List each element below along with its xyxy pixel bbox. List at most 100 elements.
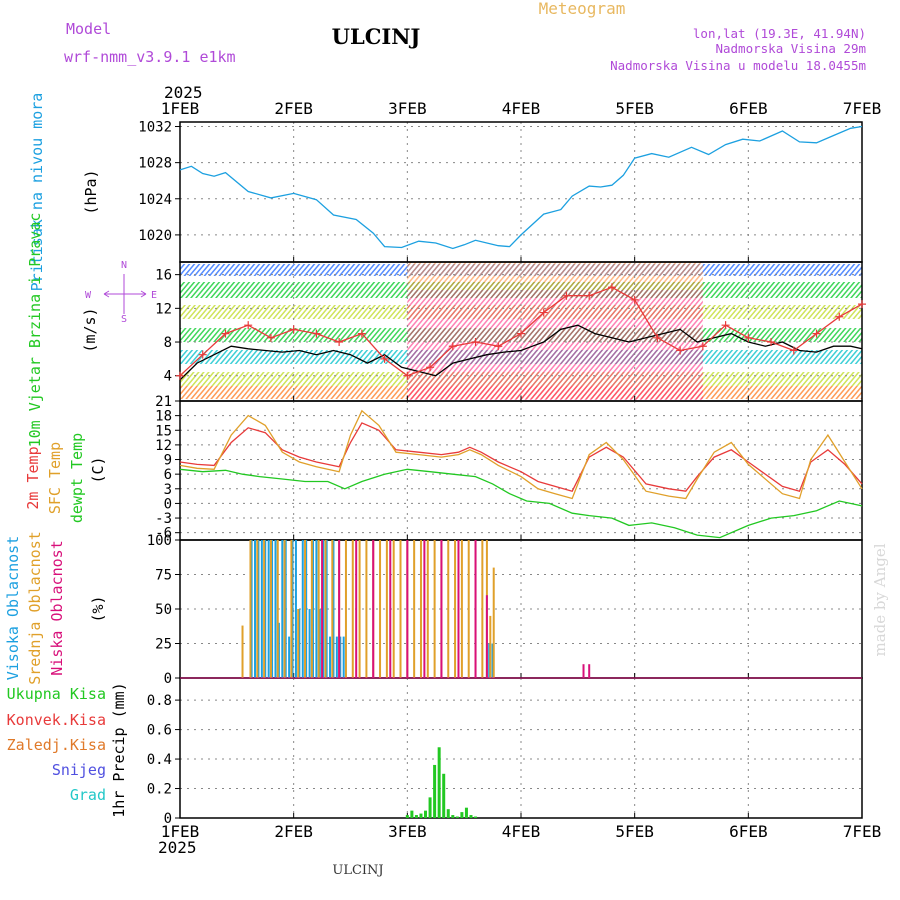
- wind-gust-marker: [426, 363, 435, 372]
- wind-gust-marker: [471, 338, 480, 347]
- cloud-bar: [271, 540, 274, 678]
- time-tick-top: 4FEB: [502, 99, 541, 118]
- cloud-bar: [457, 540, 460, 678]
- compass-w-label: W: [85, 290, 92, 301]
- cloud-bar: [317, 540, 320, 678]
- time-tick-top: 2FEB: [274, 99, 313, 118]
- cloud-bar: [474, 540, 477, 678]
- cloud-bar: [294, 540, 297, 678]
- cloud-bar: [426, 540, 429, 678]
- precip-bar: [424, 810, 428, 818]
- y-tick-label: 6: [164, 467, 172, 483]
- cloud-unit: (%): [89, 595, 107, 622]
- cloud-bar: [263, 540, 266, 678]
- cloud-bar: [588, 664, 591, 678]
- wind-gust-marker: [539, 308, 548, 317]
- cloud-bar: [325, 540, 328, 678]
- cloud-bar: [351, 540, 354, 678]
- time-tick-bottom: 7FEB: [843, 822, 882, 841]
- cloud-bar: [321, 540, 324, 678]
- precip-legend-label: Zaledj.Kisa: [7, 736, 106, 754]
- time-tick-top: 7FEB: [843, 99, 882, 118]
- time-tick-top: 1FEB: [161, 99, 200, 118]
- cloud-legend-label: Srednja Oblacnost: [26, 531, 44, 685]
- temperature-legend-label: 2m Temp: [24, 446, 42, 509]
- cloud-bar: [406, 540, 409, 678]
- cloud-bar: [582, 664, 585, 678]
- cloud-bar: [491, 643, 494, 678]
- cloud-bar: [447, 540, 450, 678]
- cloud-bar: [254, 540, 257, 678]
- wind-gust-marker: [812, 329, 821, 338]
- precip-bar: [419, 813, 423, 818]
- cloud-bar: [310, 540, 313, 678]
- compass-arrows: [103, 274, 147, 314]
- wind-gust-marker: [607, 283, 616, 292]
- cloud-bar: [413, 540, 416, 678]
- cloud-bar: [358, 540, 361, 678]
- year-label-bottom: 2025: [158, 838, 197, 857]
- cloud-bar: [322, 540, 325, 678]
- time-tick-bottom: 1FEB: [161, 822, 200, 841]
- cloud-bar: [264, 540, 267, 678]
- time-tick-top: 3FEB: [388, 99, 427, 118]
- wind-gust-marker: [630, 295, 639, 304]
- cloud-bar: [281, 540, 284, 678]
- meteogram-title: Meteogram: [539, 0, 626, 18]
- cloud-bar: [329, 636, 332, 678]
- y-tick-label: 15: [155, 423, 172, 439]
- precip-legend-label: Konvek.Kisa: [7, 711, 106, 729]
- cloud-bar: [283, 540, 286, 678]
- wind-gust-marker: [266, 333, 275, 342]
- cloud-bar: [298, 609, 301, 678]
- cloud-bar: [467, 540, 470, 678]
- cloud-bar: [291, 540, 294, 678]
- precip-bar: [414, 815, 418, 818]
- precip-bar: [464, 807, 468, 818]
- cloud-bar: [257, 540, 260, 678]
- wind-gust-marker: [403, 371, 412, 380]
- wind-ylabel: 10m Vjetar Brzina i Pravac: [26, 213, 44, 448]
- y-tick-label: 9: [164, 453, 172, 469]
- cloud-bar: [288, 636, 291, 678]
- cloud-bar: [260, 540, 263, 678]
- precip-unit: 1hr Precip (mm): [110, 682, 128, 817]
- y-tick-label: 0.4: [147, 752, 172, 768]
- wind-gust-marker: [744, 333, 753, 342]
- cloud-bar: [311, 540, 314, 678]
- temperature-legend-label: dewpt Temp: [68, 433, 86, 523]
- cloud-bar: [335, 636, 338, 678]
- wind-gust-marker: [448, 342, 457, 351]
- y-tick-label: 0.8: [147, 693, 172, 709]
- compass-e-label: E: [151, 290, 157, 301]
- wind-gust-marker: [289, 325, 298, 334]
- cloud-bar: [276, 540, 279, 678]
- y-tick-label: 21: [155, 394, 172, 410]
- cloud-bar: [256, 540, 259, 678]
- wind-gust-marker: [517, 329, 525, 338]
- cloud-bar: [379, 540, 382, 678]
- y-tick-label: 18: [155, 409, 172, 425]
- wind-gust-marker: [312, 329, 321, 338]
- model-name: wrf-nmm_v3.9.1 e1km: [64, 48, 236, 66]
- precip-bar: [474, 816, 478, 818]
- cloud-bar: [385, 540, 388, 678]
- y-tick-label: 16: [155, 268, 172, 284]
- wind-gust-marker: [835, 312, 844, 321]
- y-tick-label: 0.2: [147, 782, 172, 798]
- year-label-top: 2025: [164, 83, 203, 102]
- cloud-bar: [485, 595, 488, 678]
- cloud-bar: [297, 609, 300, 678]
- cloud-bar: [344, 540, 347, 678]
- credit-label: made by Angel: [871, 543, 889, 656]
- elevation-label: Nadmorska Visina 29m: [715, 41, 866, 56]
- cloud-bar: [290, 540, 293, 678]
- y-tick-label: 1032: [138, 120, 172, 136]
- wind-barb-band: [407, 290, 703, 400]
- time-tick-bottom: 6FEB: [729, 822, 768, 841]
- y-tick-label: 0.6: [147, 723, 172, 739]
- y-tick-label: 3: [164, 482, 172, 498]
- wind-gust-marker: [494, 342, 503, 351]
- wind-gust-marker: [767, 338, 776, 347]
